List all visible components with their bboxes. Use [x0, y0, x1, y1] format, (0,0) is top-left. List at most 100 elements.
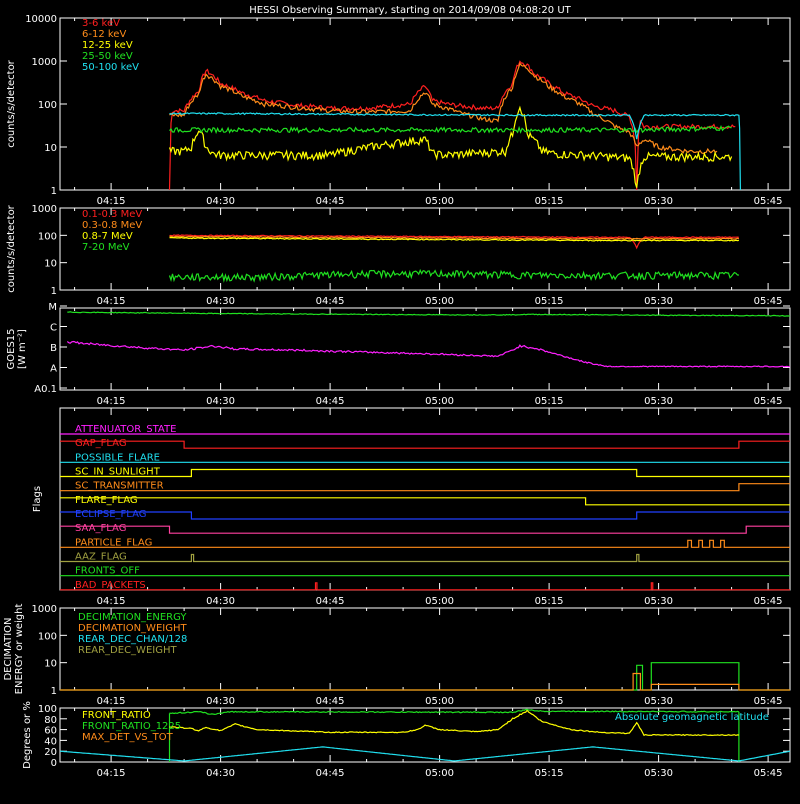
- decimation-ylabel: DECIMATION: [3, 617, 14, 680]
- lightcurve-xtick-label: 04:45: [316, 196, 345, 207]
- flag-line-9: [60, 539, 790, 548]
- high-energy-series-3: [169, 236, 739, 242]
- high-energy-legend-3: 0.8-7 MeV: [82, 231, 133, 242]
- lightcurve-legend-1: 3-6 keV: [82, 18, 120, 29]
- lightcurve-legend-3: 12-25 keV: [82, 40, 133, 51]
- goes-ytick-label: C: [50, 323, 57, 334]
- lightcurve-legend-2: 6-12 keV: [82, 29, 126, 40]
- decimation-xtick-label: 05:30: [644, 696, 673, 707]
- decimation-legend-2: DECIMATION_WEIGHT: [78, 623, 187, 634]
- flag-label-8: SAA_FLAG: [75, 523, 126, 534]
- high-energy-xtick-label: 05:45: [754, 296, 783, 307]
- high-energy-ylabel: counts/s/detector: [6, 204, 17, 292]
- high-energy-ytick-label: 100: [38, 231, 57, 242]
- goes-xtick-label: 05:15: [535, 396, 564, 407]
- high-energy-xtick-label: 04:30: [206, 296, 235, 307]
- lightcurve-ytick-label: 10000: [25, 14, 57, 25]
- decimation-ytick-label: 10: [44, 659, 57, 670]
- goes-xtick-label: 05:00: [425, 396, 454, 407]
- high-energy-ytick-label: 1000: [32, 204, 57, 215]
- lightcurve-xtick-label: 04:15: [97, 196, 126, 207]
- lightcurve-ytick-label: 10: [44, 143, 57, 154]
- flags-frame: [59, 407, 791, 591]
- ratio-ytick-label: 80: [44, 715, 57, 726]
- goes-frame: [59, 307, 791, 391]
- ratio-xtick-label: 05:00: [425, 768, 454, 779]
- ratio-xtick-label: 04:15: [97, 768, 126, 779]
- ratio-xtick-label: 04:45: [316, 768, 345, 779]
- flag-label-4: SC_IN_SUNLIGHT: [75, 467, 161, 478]
- decimation-legend-4: REAR_DEC_WEIGHT: [78, 645, 177, 656]
- high-energy-series-1: [169, 234, 739, 250]
- lightcurve-series-2: [169, 62, 718, 155]
- ratio-ytick-label: 40: [44, 736, 57, 747]
- goes-xtick-label: 04:15: [97, 396, 126, 407]
- lightcurve-series-1: [168, 60, 736, 191]
- ratio-ylabel: Degrees or %: [22, 701, 33, 769]
- goes-ylabel-2: [W m⁻²]: [17, 329, 28, 369]
- flag-label-3: POSSIBLE_FLARE: [75, 452, 160, 463]
- ratio-ytick-label: 60: [44, 726, 57, 737]
- flag-line-12: [60, 582, 790, 591]
- goes-series-2: [66, 340, 791, 368]
- flag-line-2: [60, 440, 790, 449]
- ratio-frame: [59, 707, 791, 763]
- lightcurve-xtick-label: 05:00: [425, 196, 454, 207]
- goes-ytick-label: A: [50, 364, 57, 375]
- high-energy-xtick-label: 04:45: [316, 296, 345, 307]
- goes-series-1: [67, 311, 791, 317]
- flags-xtick-label: 05:45: [754, 596, 783, 607]
- decimation-legend-3: REAR_DEC_CHAN/128: [78, 634, 187, 645]
- goes-xtick-label: 04:45: [316, 396, 345, 407]
- decimation-xtick-label: 05:15: [535, 696, 564, 707]
- lightcurve-series-3: [168, 105, 733, 188]
- decimation-ytick-label: 1: [51, 686, 57, 697]
- ratio-series-1: [169, 709, 739, 737]
- flag-label-9: PARTICLE_FLAG: [75, 537, 152, 548]
- flag-label-5: SC_TRANSMITTER: [75, 481, 164, 492]
- high-energy-xtick-label: 04:15: [97, 296, 126, 307]
- decimation-xtick-label: 05:45: [754, 696, 783, 707]
- lightcurve-xtick-label: 05:45: [754, 196, 783, 207]
- decimation-xtick-label: 04:30: [206, 696, 235, 707]
- ratio-xtick-label: 05:15: [535, 768, 564, 779]
- ratio-series-4: [59, 746, 791, 762]
- flag-line-10: [60, 553, 790, 563]
- ratio-legend-2: FRONT_RATIO_1225: [82, 721, 181, 732]
- flags-xtick-label: 05:15: [535, 596, 564, 607]
- decimation-ytick-label: 100: [38, 631, 57, 642]
- flag-label-1: ATTENUATOR_STATE: [75, 424, 176, 435]
- decimation-xtick-label: 05:00: [425, 696, 454, 707]
- flag-line-6: [60, 497, 790, 506]
- flags-xtick-label: 05:30: [644, 596, 673, 607]
- flag-label-11: FRONTS_OFF: [75, 566, 140, 577]
- high-energy-xtick-label: 05:15: [535, 296, 564, 307]
- lightcurve-xtick-label: 04:30: [206, 196, 235, 207]
- decimation-series-1: [60, 662, 790, 691]
- goes-xtick-label: 05:45: [754, 396, 783, 407]
- flags-xtick-label: 04:15: [97, 596, 126, 607]
- high-energy-frame: [59, 207, 791, 291]
- flag-line-5: [60, 483, 790, 492]
- flag-line-7: [60, 511, 790, 520]
- decimation-ytick-label: 1000: [32, 604, 57, 615]
- flag-line-8: [60, 525, 790, 534]
- decimation-legend-1: DECIMATION_ENERGY: [78, 612, 187, 623]
- decimation-ylabel-2: ENERGY or weight: [14, 604, 25, 695]
- lightcurve-ytick-label: 1: [51, 186, 57, 197]
- lightcurve-ytick-label: 100: [38, 100, 57, 111]
- decimation-xtick-label: 04:15: [97, 696, 126, 707]
- high-energy-ytick-label: 10: [44, 259, 57, 270]
- goes-ytick-label: A0.1: [34, 384, 57, 395]
- high-energy-legend-2: 0.3-0.8 MeV: [82, 220, 142, 231]
- ratio-ytick-label: 0: [51, 758, 57, 769]
- flags-ylabel: Flags: [32, 486, 43, 512]
- goes-ylabel: GOES15: [6, 328, 17, 369]
- lightcurve-xtick-label: 05:15: [535, 196, 564, 207]
- flags-xtick-label: 04:45: [316, 596, 345, 607]
- flags-xtick-label: 05:00: [425, 596, 454, 607]
- high-energy-ytick-label: 1: [51, 286, 57, 297]
- figure-title: HESSI Observing Summary, starting on 201…: [249, 5, 571, 16]
